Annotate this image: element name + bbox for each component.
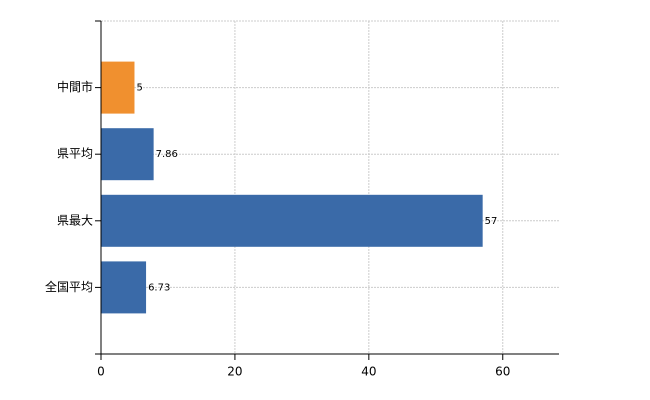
bar — [101, 128, 154, 181]
x-tick-label: 0 — [97, 365, 105, 379]
value-label: 5 — [136, 83, 142, 94]
y-tick-label: 県平均 — [57, 147, 93, 161]
value-label: 6.73 — [148, 282, 170, 293]
y-tick-label: 全国平均 — [45, 279, 93, 294]
x-tick-label: 40 — [361, 365, 376, 379]
y-tick-label: 県最大 — [57, 213, 93, 227]
bar — [101, 261, 147, 314]
bar — [101, 61, 135, 114]
x-tick-label: 20 — [227, 365, 242, 379]
bar — [101, 194, 483, 247]
y-tick-label: 中間市 — [57, 79, 93, 94]
value-label: 57 — [485, 216, 498, 227]
x-tick-label: 60 — [495, 365, 510, 379]
value-label: 7.86 — [156, 149, 178, 160]
